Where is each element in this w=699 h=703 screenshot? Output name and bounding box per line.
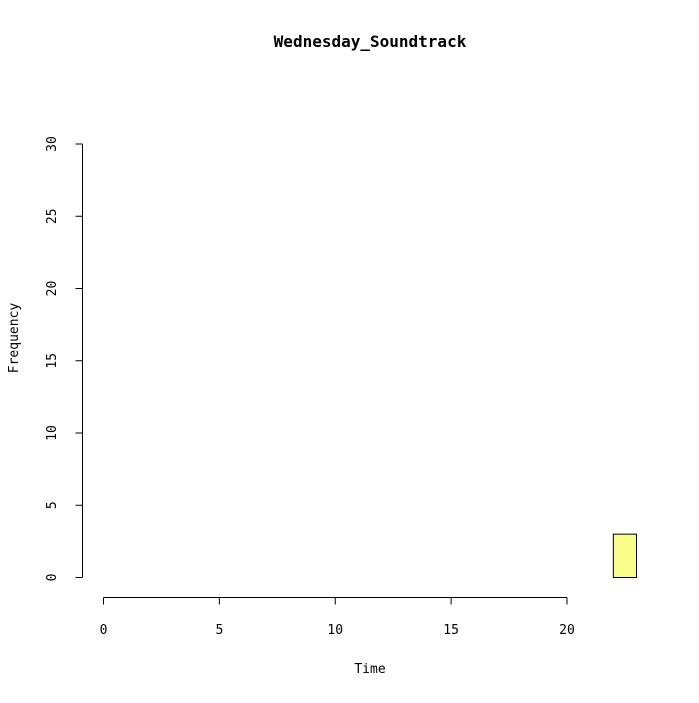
x-tick-label: 15: [443, 623, 459, 638]
x-tick-label: 20: [559, 623, 575, 638]
x-tick-label: 10: [327, 623, 343, 638]
x-tick-label: 0: [100, 623, 108, 638]
histogram-bar-22: [612, 533, 638, 579]
y-tick-label: 0: [45, 574, 60, 582]
y-tick-label: 30: [45, 136, 60, 152]
y-tick-label: 10: [45, 425, 60, 441]
y-axis-label: Frequency: [7, 303, 22, 374]
x-axis-label: Time: [354, 662, 385, 677]
y-tick-label: 25: [45, 208, 60, 224]
y-tick-label: 20: [45, 281, 60, 297]
x-axis: 0 5 10 15 20: [100, 597, 575, 638]
chart-title: Wednesday_Soundtrack: [274, 32, 467, 51]
bars-layer: [612, 533, 638, 579]
y-axis: 0 5 10 15 20 25 30: [45, 136, 83, 581]
x-tick-label: 5: [215, 623, 223, 638]
y-tick-label: 5: [45, 501, 60, 509]
y-tick-label: 15: [45, 353, 60, 369]
